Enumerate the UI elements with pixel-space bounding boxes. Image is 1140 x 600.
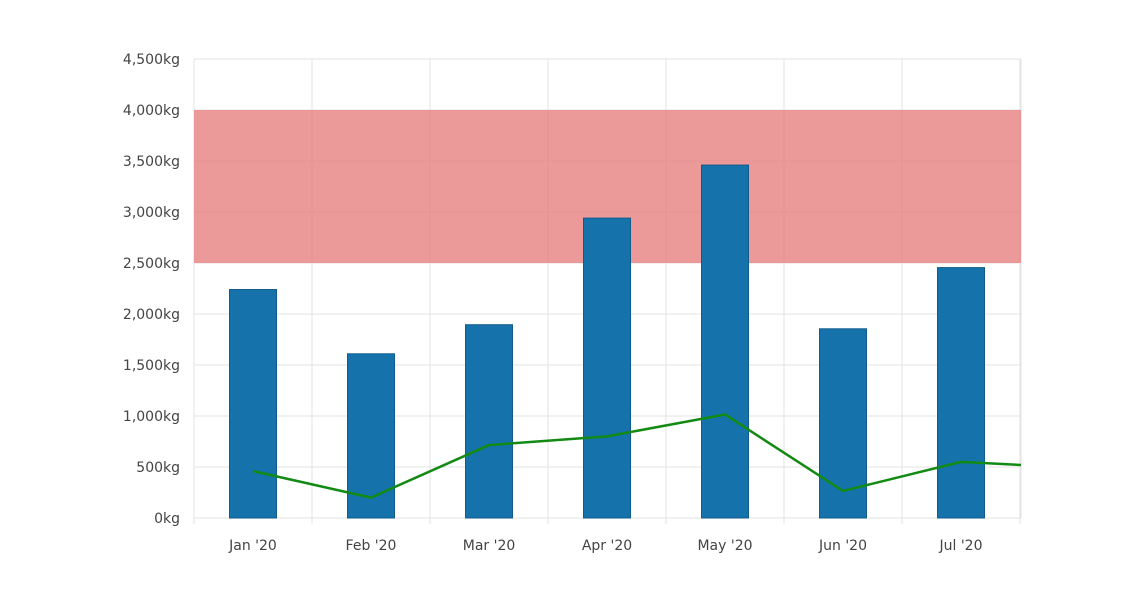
y-tick-label: 0kg [154,511,180,527]
y-tick-label: 4,000kg [123,103,180,119]
bar [229,289,277,519]
bar [701,164,749,519]
y-tick-label: 2,500kg [123,256,180,272]
x-tick-label: Mar '20 [463,538,516,554]
bar [583,217,631,519]
x-tick-label: Apr '20 [582,538,632,554]
x-tick-label: Jun '20 [818,538,867,554]
bar [465,324,513,519]
x-tick-label: Feb '20 [346,538,397,554]
y-tick-label: 1,500kg [123,358,180,374]
y-tick-label: 3,500kg [123,154,180,170]
y-tick-label: 1,000kg [123,409,180,425]
x-axis-ticks: Jan '20 Feb '20 Mar '20 Apr '20 May '20 Jun '… [228,538,982,554]
x-tick-label: Jan '20 [228,538,277,554]
y-axis-ticks: 0kg 500kg 1,000kg 1,500kg 2,000kg 2,500kg 3,00… [123,52,180,527]
bar-series [229,164,985,519]
line-series [252,413,1022,499]
y-tick-label: 500kg [136,460,180,476]
bar [937,267,985,519]
y-tick-label: 4,500kg [123,52,180,68]
y-tick-label: 2,000kg [123,307,180,323]
y-tick-label: 3,000kg [123,205,180,221]
x-tick-label: Jul '20 [938,538,982,554]
x-tick-label: May '20 [697,538,752,554]
trend-line [252,413,1022,499]
